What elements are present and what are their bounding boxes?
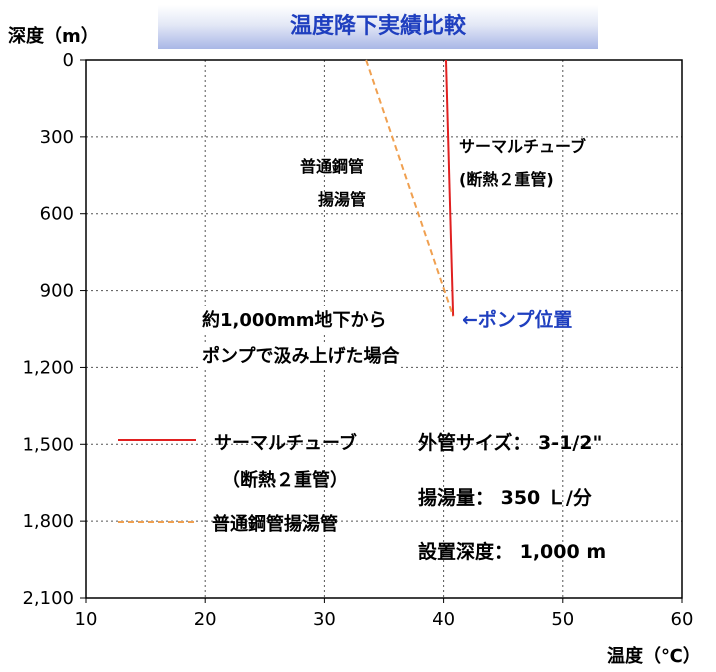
x-tick-label-60: 60 <box>671 609 694 630</box>
thermal-tube-annotation-line1: サーマルチューブ <box>459 137 587 156</box>
series-line-thermal-tube <box>444 59 455 317</box>
plot-frame <box>85 59 683 599</box>
x-tick-label-20: 20 <box>194 609 217 630</box>
series-line-steel-pipe <box>365 59 455 317</box>
y-tick-label-1200: 1,200 <box>22 357 74 378</box>
steel-pipe-annotation-line1: 普通鋼管 <box>300 157 365 176</box>
y-tick-label-0: 0 <box>63 50 74 71</box>
x-axis-label: 温度（℃） <box>607 646 701 667</box>
x-tick-label-30: 30 <box>313 609 336 630</box>
spec-outer-pipe-size: 外管サイズ： 3-1/2" <box>418 432 603 454</box>
title-band <box>158 5 598 49</box>
y-tick-label-900: 900 <box>40 281 74 302</box>
thermal-tube-annotation-line2: (断熱２重管) <box>459 170 554 189</box>
chart-title: 温度降下実績比較 <box>289 14 466 39</box>
pump-position-annotation: ←ポンプ位置 <box>462 309 573 331</box>
note-line2: ポンプで汲み上げた場合 <box>200 342 402 368</box>
steel-pipe-annotation-line2: 揚湯管 <box>318 190 367 209</box>
x-tick-label-50: 50 <box>551 609 574 630</box>
y-tick-label-1500: 1,500 <box>22 434 74 455</box>
note-line1: 約1,000mm地下から <box>200 306 389 332</box>
spec-flow-rate: 揚湯量： 350 Ｌ/分 <box>418 487 592 509</box>
y-tick-label-600: 600 <box>40 204 74 225</box>
legend-label-thermal-tube: サーマルチューブ <box>214 433 357 454</box>
x-tick-label-10: 10 <box>75 609 98 630</box>
y-tick-label-1800: 1,800 <box>22 511 74 532</box>
spec-install-depth: 設置深度： 1,000 m <box>418 541 607 563</box>
y-axis-label: 深度（m） <box>8 26 99 47</box>
y-tick-label-2100: 2,100 <box>22 588 74 609</box>
x-tick-label-40: 40 <box>432 609 455 630</box>
legend-label-steel-pipe: 普通鋼管揚湯管 <box>212 514 338 535</box>
legend-label-thermal-tube-line2: （断熱２重管） <box>222 470 348 491</box>
y-tick-label-300: 300 <box>40 127 74 148</box>
